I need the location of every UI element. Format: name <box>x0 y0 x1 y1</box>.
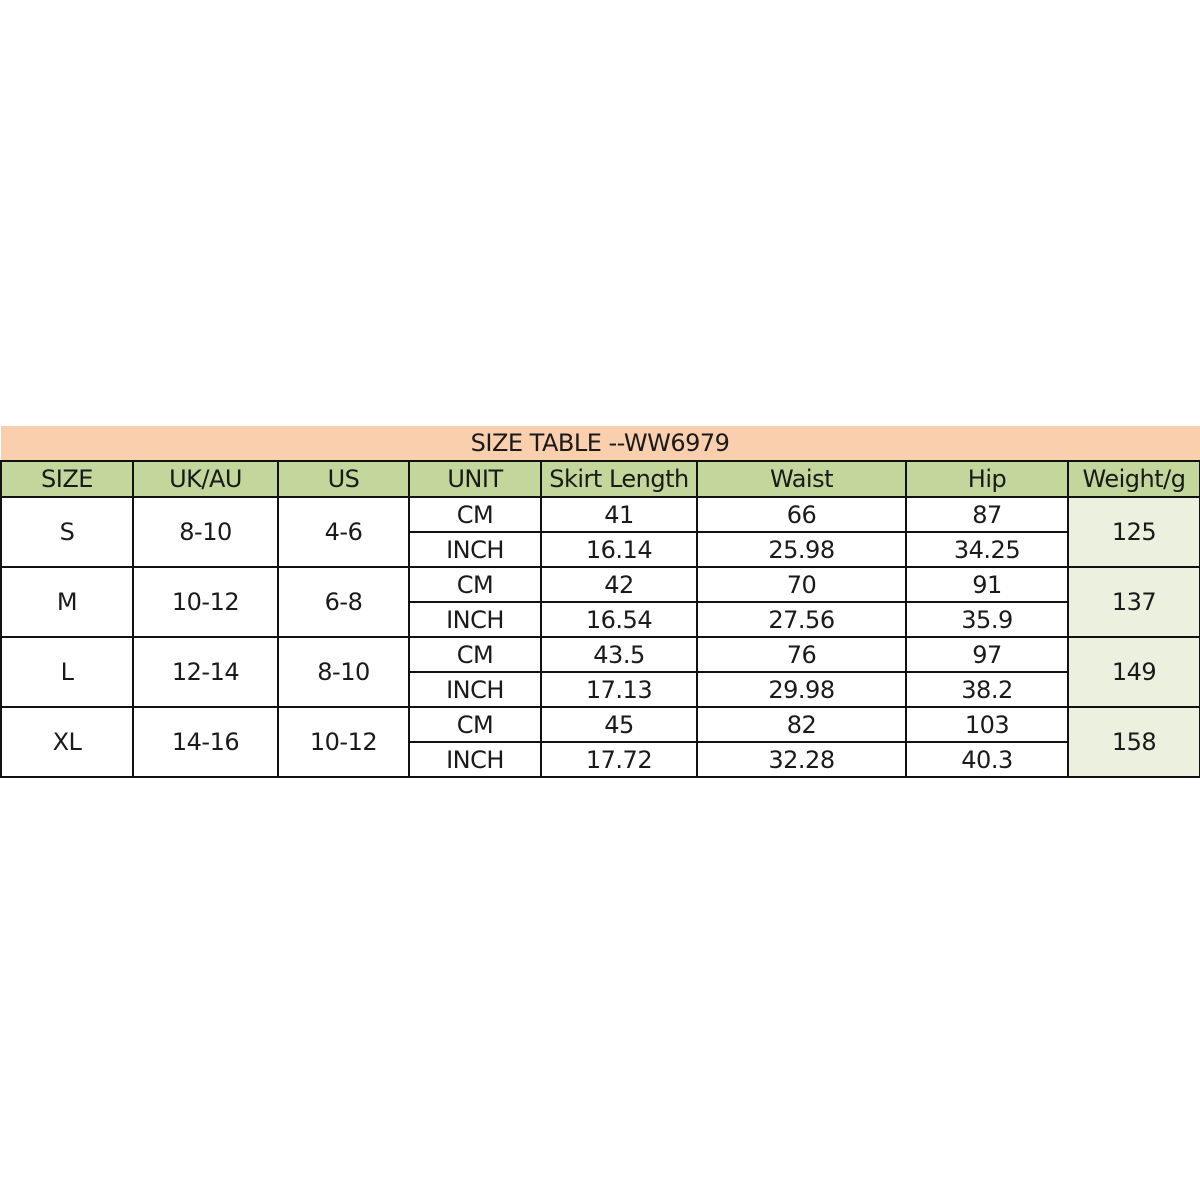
column-header: Weight/g <box>1066 460 1200 498</box>
column-header: SIZE <box>0 460 134 498</box>
skirt-length-cell: 16.54 <box>540 601 698 638</box>
waist-cell: 66 <box>696 496 907 533</box>
us-cell: 4-6 <box>277 496 410 568</box>
table-row: XL 14-16 10-12 CM 45 82 103 158 <box>0 706 1200 778</box>
unit-cell: INCH <box>408 671 542 708</box>
unit-cell: INCH <box>408 531 542 568</box>
unit-cell: CM <box>408 496 542 533</box>
size-table: SIZE TABLE --WW6979 SIZE UK/AU US UNIT S… <box>0 426 1200 778</box>
hip-cell: 91 <box>905 566 1069 603</box>
weight-cell: 125 <box>1066 496 1200 568</box>
unit-cell: INCH <box>408 601 542 638</box>
weight-cell: 149 <box>1066 636 1200 708</box>
skirt-length-cell: 42 <box>540 566 698 603</box>
uk-au-cell: 10-12 <box>132 566 279 638</box>
header-row: SIZE UK/AU US UNIT Skirt Length Waist Hi… <box>0 460 1200 498</box>
waist-cell: 29.98 <box>696 671 907 708</box>
table-row: S 8-10 4-6 CM 41 66 87 125 <box>0 496 1200 568</box>
uk-au-cell: 12-14 <box>132 636 279 708</box>
size-cell: L <box>0 636 134 708</box>
hip-cell: 87 <box>905 496 1069 533</box>
hip-cell: 34.25 <box>905 531 1069 568</box>
us-cell: 8-10 <box>277 636 410 708</box>
hip-cell: 97 <box>905 636 1069 673</box>
skirt-length-cell: 43.5 <box>540 636 698 673</box>
table-row: INCH 16.14 25.98 34.25 <box>1 531 1200 568</box>
column-header: Hip <box>905 460 1069 498</box>
waist-cell: 27.56 <box>696 601 907 638</box>
skirt-length-cell: 17.13 <box>540 671 698 708</box>
table-row: INCH 17.13 29.98 38.2 <box>1 671 1200 708</box>
table-row: M 10-12 6-8 CM 42 70 91 137 <box>0 566 1200 638</box>
size-cell: S <box>0 496 134 568</box>
waist-cell: 70 <box>696 566 907 603</box>
uk-au-cell: 8-10 <box>132 496 279 568</box>
waist-cell: 32.28 <box>696 741 907 778</box>
skirt-length-cell: 41 <box>540 496 698 533</box>
us-cell: 6-8 <box>277 566 410 638</box>
weight-cell: 137 <box>1066 566 1200 638</box>
uk-au-cell: 14-16 <box>132 706 279 778</box>
column-header: Waist <box>696 460 907 498</box>
waist-cell: 76 <box>696 636 907 673</box>
us-cell: 10-12 <box>277 706 410 778</box>
unit-cell: CM <box>408 636 542 673</box>
waist-cell: 82 <box>696 706 907 743</box>
waist-cell: 25.98 <box>696 531 907 568</box>
skirt-length-cell: 17.72 <box>540 741 698 778</box>
skirt-length-cell: 16.14 <box>540 531 698 568</box>
unit-cell: CM <box>408 566 542 603</box>
hip-cell: 38.2 <box>905 671 1069 708</box>
hip-cell: 40.3 <box>905 741 1069 778</box>
unit-cell: INCH <box>408 741 542 778</box>
hip-cell: 35.9 <box>905 601 1069 638</box>
column-header: UNIT <box>408 460 542 498</box>
size-cell: XL <box>0 706 134 778</box>
size-cell: M <box>0 566 134 638</box>
table-row: INCH 17.72 32.28 40.3 <box>1 741 1200 778</box>
weight-cell: 158 <box>1066 706 1200 778</box>
unit-cell: CM <box>408 706 542 743</box>
column-header: Skirt Length <box>540 460 698 498</box>
table-row: L 12-14 8-10 CM 43.5 76 97 149 <box>0 636 1200 708</box>
column-header: UK/AU <box>132 460 279 498</box>
table-row: INCH 16.54 27.56 35.9 <box>1 601 1200 638</box>
table-title: SIZE TABLE --WW6979 <box>1 426 1200 462</box>
column-header: US <box>277 460 410 498</box>
hip-cell: 103 <box>905 706 1069 743</box>
skirt-length-cell: 45 <box>540 706 698 743</box>
